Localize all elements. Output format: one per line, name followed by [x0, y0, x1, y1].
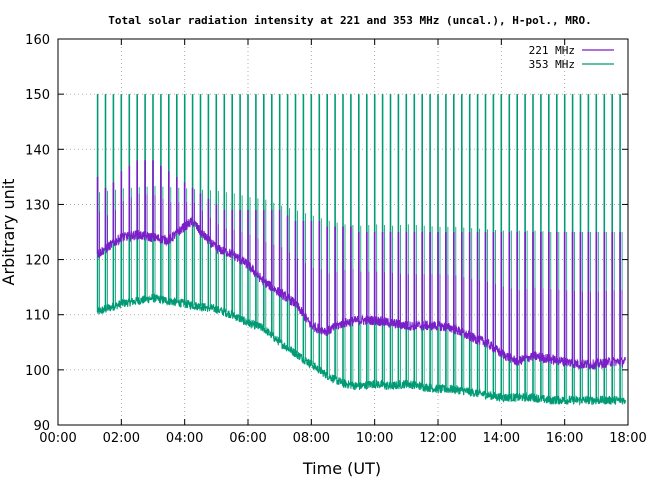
x-tick-label: 18:00 — [609, 431, 646, 446]
y-tick-label: 100 — [25, 364, 50, 379]
legend-label-353: 353 MHz — [529, 58, 575, 71]
x-tick-label: 14:00 — [483, 431, 520, 446]
x-tick-label: 04:00 — [166, 431, 203, 446]
x-tick-label: 00:00 — [39, 431, 76, 446]
series-line-353 — [97, 293, 626, 407]
legend: 221 MHz 353 MHz — [529, 44, 614, 71]
x-tick-label: 12:00 — [419, 431, 456, 446]
x-axis-label: Time (UT) — [302, 459, 381, 478]
y-tick-label: 150 — [25, 88, 50, 103]
y-axis: 90 100 110 120 130 140 150 160 — [25, 33, 628, 434]
x-tick-label: 02:00 — [103, 431, 140, 446]
x-tick-label: 08:00 — [293, 431, 330, 446]
x-axis: 00:00 02:00 04:00 06:00 08:00 10:00 12:00 14:00… — [39, 39, 647, 446]
y-tick-label: 110 — [25, 309, 50, 324]
plot-frame — [57, 38, 629, 426]
x-tick-label: 16:00 — [546, 431, 583, 446]
chart-title: Total solar radiation intensity at 221 a… — [108, 14, 591, 27]
x-tick-label: 06:00 — [229, 431, 266, 446]
y-tick-label: 160 — [25, 33, 50, 48]
y-tick-label: 90 — [33, 419, 50, 434]
y-tick-label: 120 — [25, 254, 50, 269]
y-tick-label: 140 — [25, 143, 50, 158]
y-axis-label: Arbitrary unit — [0, 179, 18, 286]
x-tick-label: 10:00 — [356, 431, 393, 446]
series-line-221 — [97, 216, 626, 371]
legend-label-221: 221 MHz — [529, 44, 575, 57]
y-tick-label: 130 — [25, 198, 50, 213]
series-layer — [96, 94, 626, 407]
